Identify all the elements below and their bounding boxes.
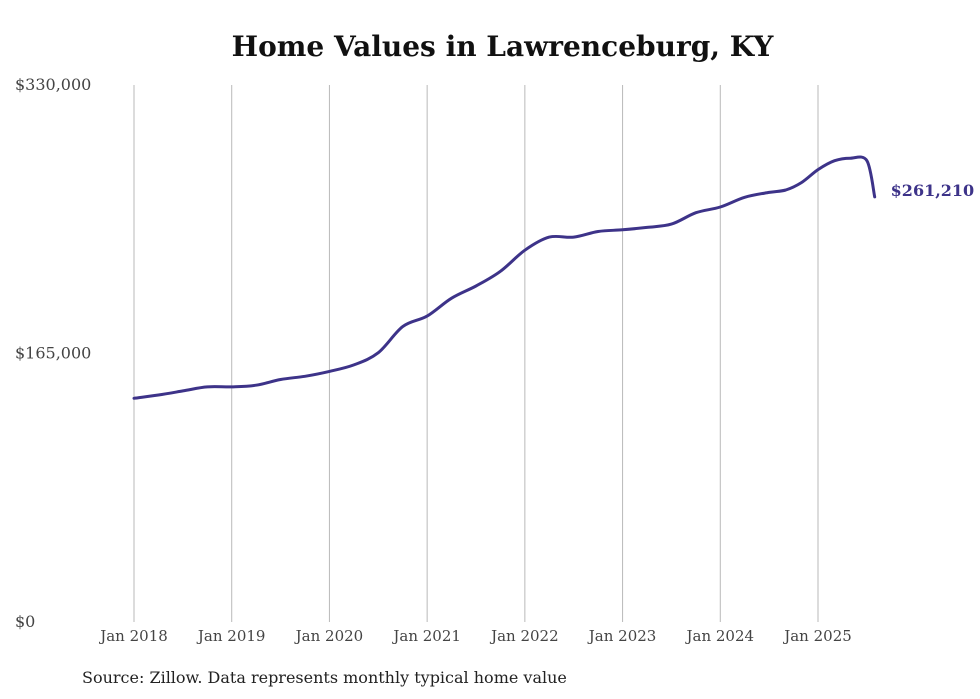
x-tick-label-1: Jan 2019 xyxy=(196,627,266,645)
x-tick-label-3: Jan 2021 xyxy=(391,627,461,645)
chart-title: Home Values in Lawrenceburg, KY xyxy=(231,30,774,63)
end-value-label: $261,210 xyxy=(891,181,975,200)
series-line-0 xyxy=(132,155,877,400)
x-axis-ticks: Jan 2018 Jan 2019 Jan 2020 Jan 2021 Jan 2022… xyxy=(98,627,852,645)
y-axis-ticks: $0 $165,000 $330,000 xyxy=(15,75,91,631)
x-tick-label-6: Jan 2024 xyxy=(685,627,755,645)
x-tick-label-4: Jan 2022 xyxy=(489,627,559,645)
line-chart: $0$165,000$330,000 Jan 2018 Jan 2019 Jan 2… xyxy=(15,75,975,645)
y-tick-label-2: $330,000 xyxy=(15,75,91,94)
y-tick-label-1: $165,000 xyxy=(15,344,91,363)
series-layer: $261,210 xyxy=(132,155,975,400)
source-note: Source: Zillow. Data represents monthly … xyxy=(82,668,567,687)
x-tick-label-2: Jan 2020 xyxy=(294,627,364,645)
gridlines xyxy=(133,85,819,622)
x-tick-label-0: Jan 2018 xyxy=(98,627,168,645)
x-tick-label-5: Jan 2023 xyxy=(587,627,657,645)
x-tick-label-7: Jan 2025 xyxy=(782,627,852,645)
y-tick-label-0: $0 xyxy=(15,612,35,631)
